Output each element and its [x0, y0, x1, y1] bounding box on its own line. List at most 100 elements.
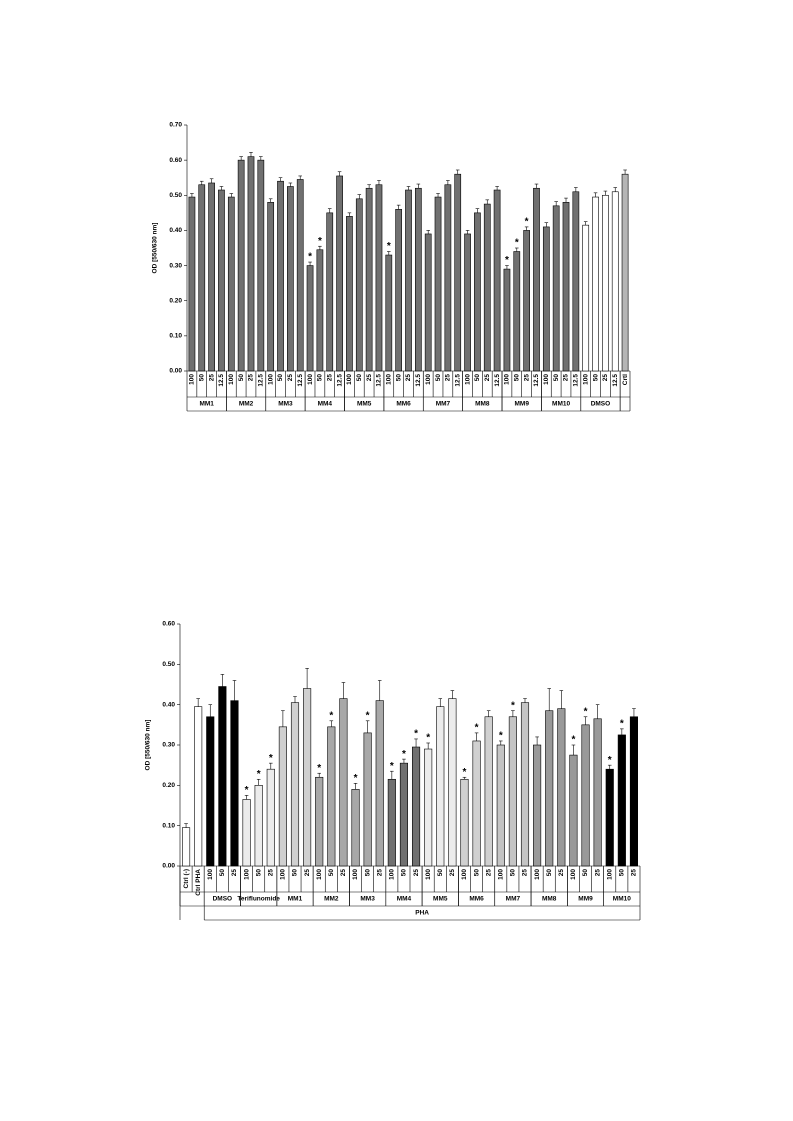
x-tick-label: 25: [445, 374, 452, 382]
group-label: MM10: [613, 896, 631, 903]
x-tick-label: 50: [317, 374, 324, 382]
x-tick-label: 25: [522, 869, 529, 877]
bar: [405, 189, 412, 372]
x-tick-label: 12.5: [218, 374, 225, 387]
x-tick-label: 50: [364, 869, 371, 877]
bar: [385, 254, 393, 372]
group-label: DMSO: [591, 401, 611, 408]
bar: [316, 249, 324, 372]
x-tick-label: 25: [405, 374, 412, 382]
bar: [267, 202, 275, 372]
x-tick-label: 100: [307, 374, 314, 385]
x-tick-label: 100: [504, 374, 511, 385]
bar: [424, 748, 433, 867]
group-label: MM1: [288, 896, 303, 903]
bar: [434, 196, 442, 372]
x-tick-label: 25: [304, 869, 311, 877]
significance-star: *: [318, 236, 322, 247]
x-tick-label: 50: [356, 374, 363, 382]
group-label: MM3: [360, 896, 375, 903]
x-tick-label: Ctrl (-): [183, 869, 190, 889]
bar: [533, 187, 540, 372]
bar: [375, 184, 383, 372]
significance-star: *: [584, 706, 588, 717]
x-tick-label: 25: [287, 374, 294, 382]
x-tick-label: 100: [543, 374, 550, 385]
bar: [247, 156, 255, 372]
bar: [182, 827, 191, 867]
group-label: MM8: [542, 896, 557, 903]
x-tick-label: 100: [425, 869, 432, 880]
bar: [464, 233, 471, 372]
bar: [327, 726, 336, 867]
group-label: MM4: [318, 401, 333, 408]
y-tick-label: 0.20: [169, 297, 182, 304]
significance-star: *: [366, 710, 370, 721]
x-tick-label: 100: [425, 374, 432, 385]
bar: [513, 251, 521, 372]
bar: [399, 762, 408, 867]
group-label: MM4: [397, 896, 412, 903]
x-tick-label: 100: [570, 869, 577, 880]
bar: [474, 212, 481, 372]
x-tick-label: 50: [510, 869, 517, 877]
bar: [218, 686, 227, 867]
bar: [237, 159, 245, 372]
bar: [266, 768, 275, 867]
significance-star: *: [245, 785, 249, 796]
y-tick-label: 0.00: [162, 863, 175, 870]
x-tick-label: 100: [316, 869, 323, 880]
significance-star: *: [329, 710, 333, 721]
x-tick-label: 25: [558, 869, 565, 877]
x-tick-label: 100: [243, 869, 250, 880]
group-label: MM5: [357, 401, 372, 408]
bar: [198, 184, 206, 372]
significance-star: *: [308, 252, 312, 263]
bar: [557, 708, 566, 867]
x-tick-label: 25: [563, 374, 570, 382]
x-tick-label: Ctrl PHA: [195, 869, 202, 896]
x-tick-label: 100: [461, 869, 468, 880]
y-tick-label: 0.40: [162, 701, 175, 708]
bar: [508, 716, 517, 867]
x-tick-label: 25: [523, 374, 530, 382]
x-tick-label: 12.5: [376, 374, 383, 387]
x-tick-label: Crtl: [622, 374, 629, 385]
significance-star: *: [525, 217, 529, 228]
bar: [444, 184, 452, 372]
bar: [242, 799, 251, 867]
x-tick-label: 100: [352, 869, 359, 880]
bar: [562, 202, 570, 372]
x-tick-label: 100: [280, 869, 287, 880]
x-tick-label: 12.5: [258, 374, 265, 387]
bar: [472, 740, 481, 867]
significance-star: *: [571, 735, 575, 746]
y-axis-label: OD [550/630 nm]: [145, 720, 152, 771]
y-tick-label: 0.70: [169, 122, 182, 129]
group-label: DMSO: [213, 896, 233, 903]
bar: [339, 698, 348, 867]
bar: [218, 189, 225, 372]
bar: [533, 744, 542, 867]
x-tick-label: 50: [553, 374, 560, 382]
bar: [365, 187, 373, 372]
bar: [484, 716, 493, 867]
x-tick-label: 25: [248, 374, 255, 382]
bar: [227, 196, 235, 372]
significance-star: *: [505, 255, 509, 266]
bar: [496, 744, 505, 867]
x-tick-label: 50: [437, 869, 444, 877]
y-tick-label: 0.60: [169, 157, 182, 164]
group-label: MM9: [578, 896, 593, 903]
bar: [363, 732, 372, 867]
bar: [387, 778, 396, 867]
y-tick-label: 0.10: [162, 822, 175, 829]
bar: [355, 198, 363, 372]
x-tick-label: 12.5: [336, 374, 343, 387]
group-label: Teriflunomide: [237, 896, 280, 903]
group-label: MM10: [552, 401, 570, 408]
x-tick-label: 100: [346, 374, 353, 385]
x-tick-label: 50: [474, 374, 481, 382]
bar: [188, 196, 196, 372]
